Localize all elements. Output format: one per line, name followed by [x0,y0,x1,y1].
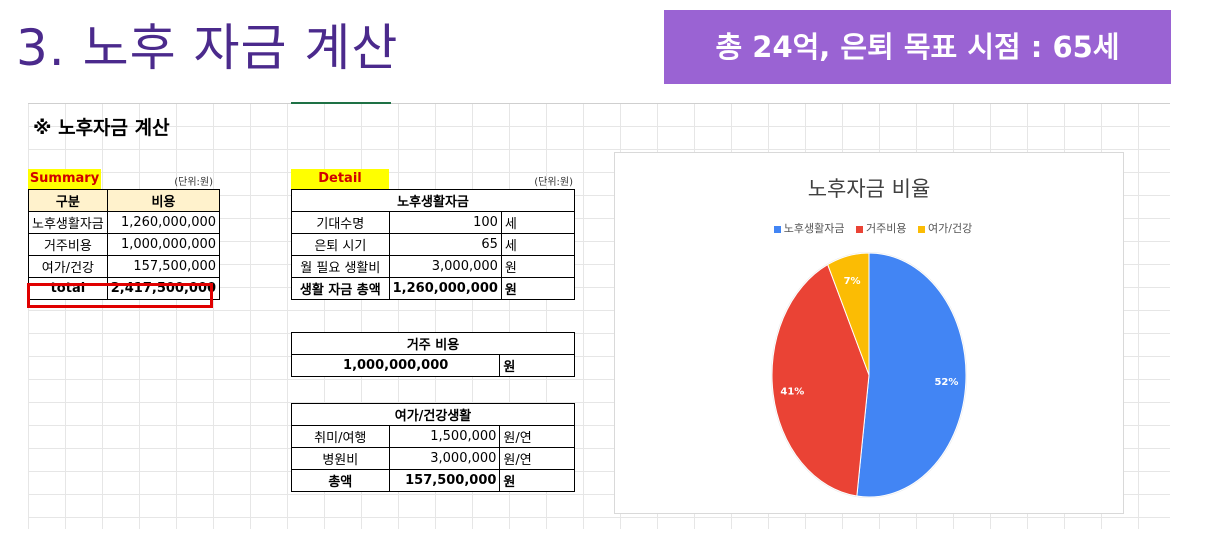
detail-item-cell[interactable]: 기대수명 [291,211,390,234]
detail-item-cell[interactable]: 취미/여행 [291,425,390,448]
living-total-unit[interactable]: 원 [500,277,576,300]
sheet-top-border [28,103,1170,104]
sheet-heading: ※ 노후자금 계산 [33,117,170,139]
housing-unit[interactable]: 원 [499,354,575,377]
summary-item-cell[interactable]: 거주비용 [28,233,108,256]
legend-swatch-2 [918,225,926,233]
detail-item-cell[interactable]: 은퇴 시기 [291,233,390,256]
table-row: 여가/건강생활 [291,403,575,426]
table-row: 여가/건강 157,500,000 [28,255,221,278]
table-row: 구분 비용 [28,189,221,212]
summary-item-cell[interactable]: 노후생활자금 [28,211,108,234]
table-row: 월 필요 생활비 3,000,000 원 [291,255,576,278]
detail-value-cell[interactable]: 100 [388,211,502,234]
table-row: 총액 157,500,000 원 [291,469,575,492]
legend-label: 여가/건강 [928,222,973,235]
summary-unit: (단위:원) [174,177,213,188]
detail-unit-cell[interactable]: 세 [500,233,576,256]
leisure-health-table: 여가/건강생활 취미/여행 1,500,000 원/연 병원비 3,000,00… [291,403,575,492]
living-total-label[interactable]: 생활 자금 총액 [291,277,390,300]
leisure-total-value[interactable]: 157,500,000 [388,469,501,492]
pie-slice[interactable] [856,252,967,498]
living-fund-table: 노후생활자금 기대수명 100 세 은퇴 시기 65 세 월 필요 생활비 3,… [291,189,576,300]
legend-swatch-1 [856,225,864,233]
pie-data-label: 41% [780,386,804,397]
living-total-value[interactable]: 1,260,000,000 [388,277,502,300]
chart-legend: 노후생활자금 거주비용 여가/건강 [615,220,1123,236]
leisure-total-unit[interactable]: 원 [499,469,575,492]
leisure-total-label[interactable]: 총액 [291,469,390,492]
pie-slice[interactable] [771,263,870,497]
pie-data-label: 7% [844,276,861,287]
table-row: 노후생활자금 [291,189,575,212]
summary-cost-cell[interactable]: 157,500,000 [106,255,221,278]
summary-label[interactable]: Summary [28,169,101,189]
summary-header-cost[interactable]: 비용 [106,189,221,212]
detail-unit-cell[interactable]: 원/연 [499,425,575,448]
leisure-title[interactable]: 여가/건강생활 [291,403,575,426]
total-highlight-box [27,283,213,308]
detail-label[interactable]: Detail [291,169,389,189]
legend-label: 거주비용 [866,222,907,235]
table-row: 은퇴 시기 65 세 [291,233,576,256]
table-row: 생활 자금 총액 1,260,000,000 원 [291,277,576,300]
slide-title: 3. 노후 자금 계산 [16,19,399,77]
table-row: 거주 비용 [291,332,575,355]
detail-value-cell[interactable]: 65 [388,233,502,256]
table-row: 병원비 3,000,000 원/연 [291,447,575,470]
detail-unit: (단위:원) [534,177,573,188]
legend-label: 노후생활자금 [783,222,845,235]
pie-slice[interactable] [827,252,870,376]
living-fund-title[interactable]: 노후생활자금 [291,189,575,212]
table-row: 1,000,000,000 원 [290,354,575,377]
table-row: 노후생활자금 1,260,000,000 [28,211,221,234]
detail-item-cell[interactable]: 월 필요 생활비 [291,255,390,278]
table-row: 기대수명 100 세 [291,211,576,234]
housing-title[interactable]: 거주 비용 [291,332,575,355]
detail-unit-cell[interactable]: 세 [500,211,576,234]
active-cell-indicator [291,102,391,104]
detail-value-cell[interactable]: 1,500,000 [388,425,501,448]
detail-unit-cell[interactable]: 원 [500,255,576,278]
summary-cost-cell[interactable]: 1,260,000,000 [106,211,221,234]
legend-swatch-0 [773,225,781,233]
goal-banner: 총 24억, 은퇴 목표 시점 : 65세 [664,10,1171,84]
housing-value[interactable]: 1,000,000,000 [290,354,501,377]
detail-value-cell[interactable]: 3,000,000 [388,255,502,278]
table-row: 취미/여행 1,500,000 원/연 [291,425,575,448]
summary-cost-cell[interactable]: 1,000,000,000 [106,233,221,256]
pie-chart: 52% 41% 7% [771,252,967,498]
pie-chart-panel[interactable]: 노후자금 비율 노후생활자금 거주비용 여가/건강 52% 41% 7% [614,152,1124,514]
housing-cost-table: 거주 비용 1,000,000,000 원 [290,332,575,377]
summary-item-cell[interactable]: 여가/건강 [28,255,108,278]
detail-item-cell[interactable]: 병원비 [291,447,390,470]
pie-data-label: 52% [934,377,958,388]
detail-unit-cell[interactable]: 원/연 [499,447,575,470]
table-row: 거주비용 1,000,000,000 [28,233,221,256]
summary-header-item[interactable]: 구분 [28,189,108,212]
chart-title: 노후자금 비율 [807,177,931,201]
detail-value-cell[interactable]: 3,000,000 [388,447,501,470]
summary-table: 구분 비용 노후생활자금 1,260,000,000 거주비용 1,000,00… [28,189,221,300]
